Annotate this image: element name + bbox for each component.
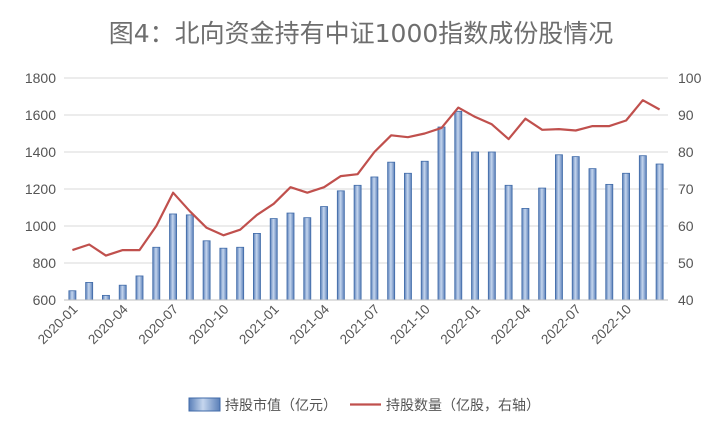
bar — [555, 154, 563, 301]
bar — [152, 246, 161, 301]
bar — [320, 206, 328, 301]
bar — [638, 155, 647, 301]
x-tick-label: 2021-01 — [236, 302, 282, 348]
bar — [571, 156, 580, 301]
bar — [404, 172, 412, 301]
bar — [471, 151, 479, 301]
legend: 持股市值（亿元） 持股数量（亿股，右轴） — [188, 397, 540, 414]
y-left-tick-label: 1600 — [25, 107, 56, 123]
bar — [269, 218, 278, 301]
bar — [118, 284, 127, 301]
bar — [370, 176, 379, 301]
y-left-tick-label: 600 — [33, 292, 57, 308]
bar — [303, 217, 312, 301]
bar — [353, 184, 362, 301]
bar — [169, 213, 177, 301]
y-left-tick-label: 1200 — [25, 181, 56, 197]
bar — [286, 212, 295, 301]
bar — [387, 161, 396, 301]
y-left-tick-label: 800 — [33, 255, 57, 271]
legend-swatch-bar — [188, 397, 221, 412]
x-tick-label: 2021-07 — [337, 302, 383, 348]
legend-label-line: 持股数量（亿股，右轴） — [386, 398, 540, 414]
y-left-tick-label: 1000 — [25, 218, 56, 234]
bar — [437, 126, 446, 301]
bar — [85, 282, 94, 301]
bar — [521, 208, 530, 301]
x-tick-label: 2021-04 — [287, 301, 333, 347]
x-tick-label: 2020-04 — [85, 301, 131, 347]
bar — [487, 151, 496, 301]
bar-series — [68, 110, 664, 301]
bar — [253, 232, 261, 301]
x-tick-label: 2022-07 — [538, 302, 584, 348]
bar — [185, 214, 194, 301]
bar — [68, 290, 77, 301]
bar — [336, 190, 345, 301]
bar — [236, 246, 245, 301]
y-right-tick-label: 90 — [678, 107, 694, 123]
bar — [622, 172, 630, 301]
chart-title: 图4：北向资金持有中证1000指数成份股情况 — [109, 19, 614, 48]
bar — [219, 247, 228, 301]
bar — [538, 187, 547, 301]
y-left-tick-label: 1400 — [25, 144, 56, 160]
bar — [420, 160, 429, 301]
x-tick-label: 2020-10 — [186, 302, 232, 348]
line-series — [72, 99, 661, 257]
bar — [605, 183, 614, 301]
y-right-tick-label: 100 — [678, 70, 702, 86]
line-series-path — [72, 99, 661, 257]
y-right-tick-label: 40 — [678, 292, 694, 308]
x-tick-label: 2021-10 — [387, 302, 433, 348]
x-tick-label: 2020-01 — [35, 302, 81, 348]
bar — [202, 240, 211, 301]
grid-lines — [64, 77, 668, 264]
x-tick-label: 2020-07 — [136, 302, 182, 348]
bar — [655, 163, 664, 301]
y-right-tick-label: 70 — [678, 181, 694, 197]
y-right-tick-label: 80 — [678, 144, 694, 160]
y-right-tick-label: 60 — [678, 218, 694, 234]
x-tick-label: 2022-01 — [438, 302, 484, 348]
bar — [135, 275, 144, 301]
axes: 600 800 1000 1200 1400 1600 1800 40 50 60 70 80 90 10… — [25, 70, 702, 347]
legend-label-bar: 持股市值（亿元） — [225, 397, 337, 414]
x-tick-label: 2022-04 — [488, 301, 534, 347]
y-left-tick-label: 1800 — [25, 70, 56, 86]
y-right-tick-label: 50 — [678, 255, 694, 271]
bar — [102, 294, 110, 301]
bar — [588, 168, 597, 301]
x-tick-label: 2022-10 — [589, 302, 635, 348]
bar — [504, 184, 513, 301]
bar — [454, 110, 463, 301]
